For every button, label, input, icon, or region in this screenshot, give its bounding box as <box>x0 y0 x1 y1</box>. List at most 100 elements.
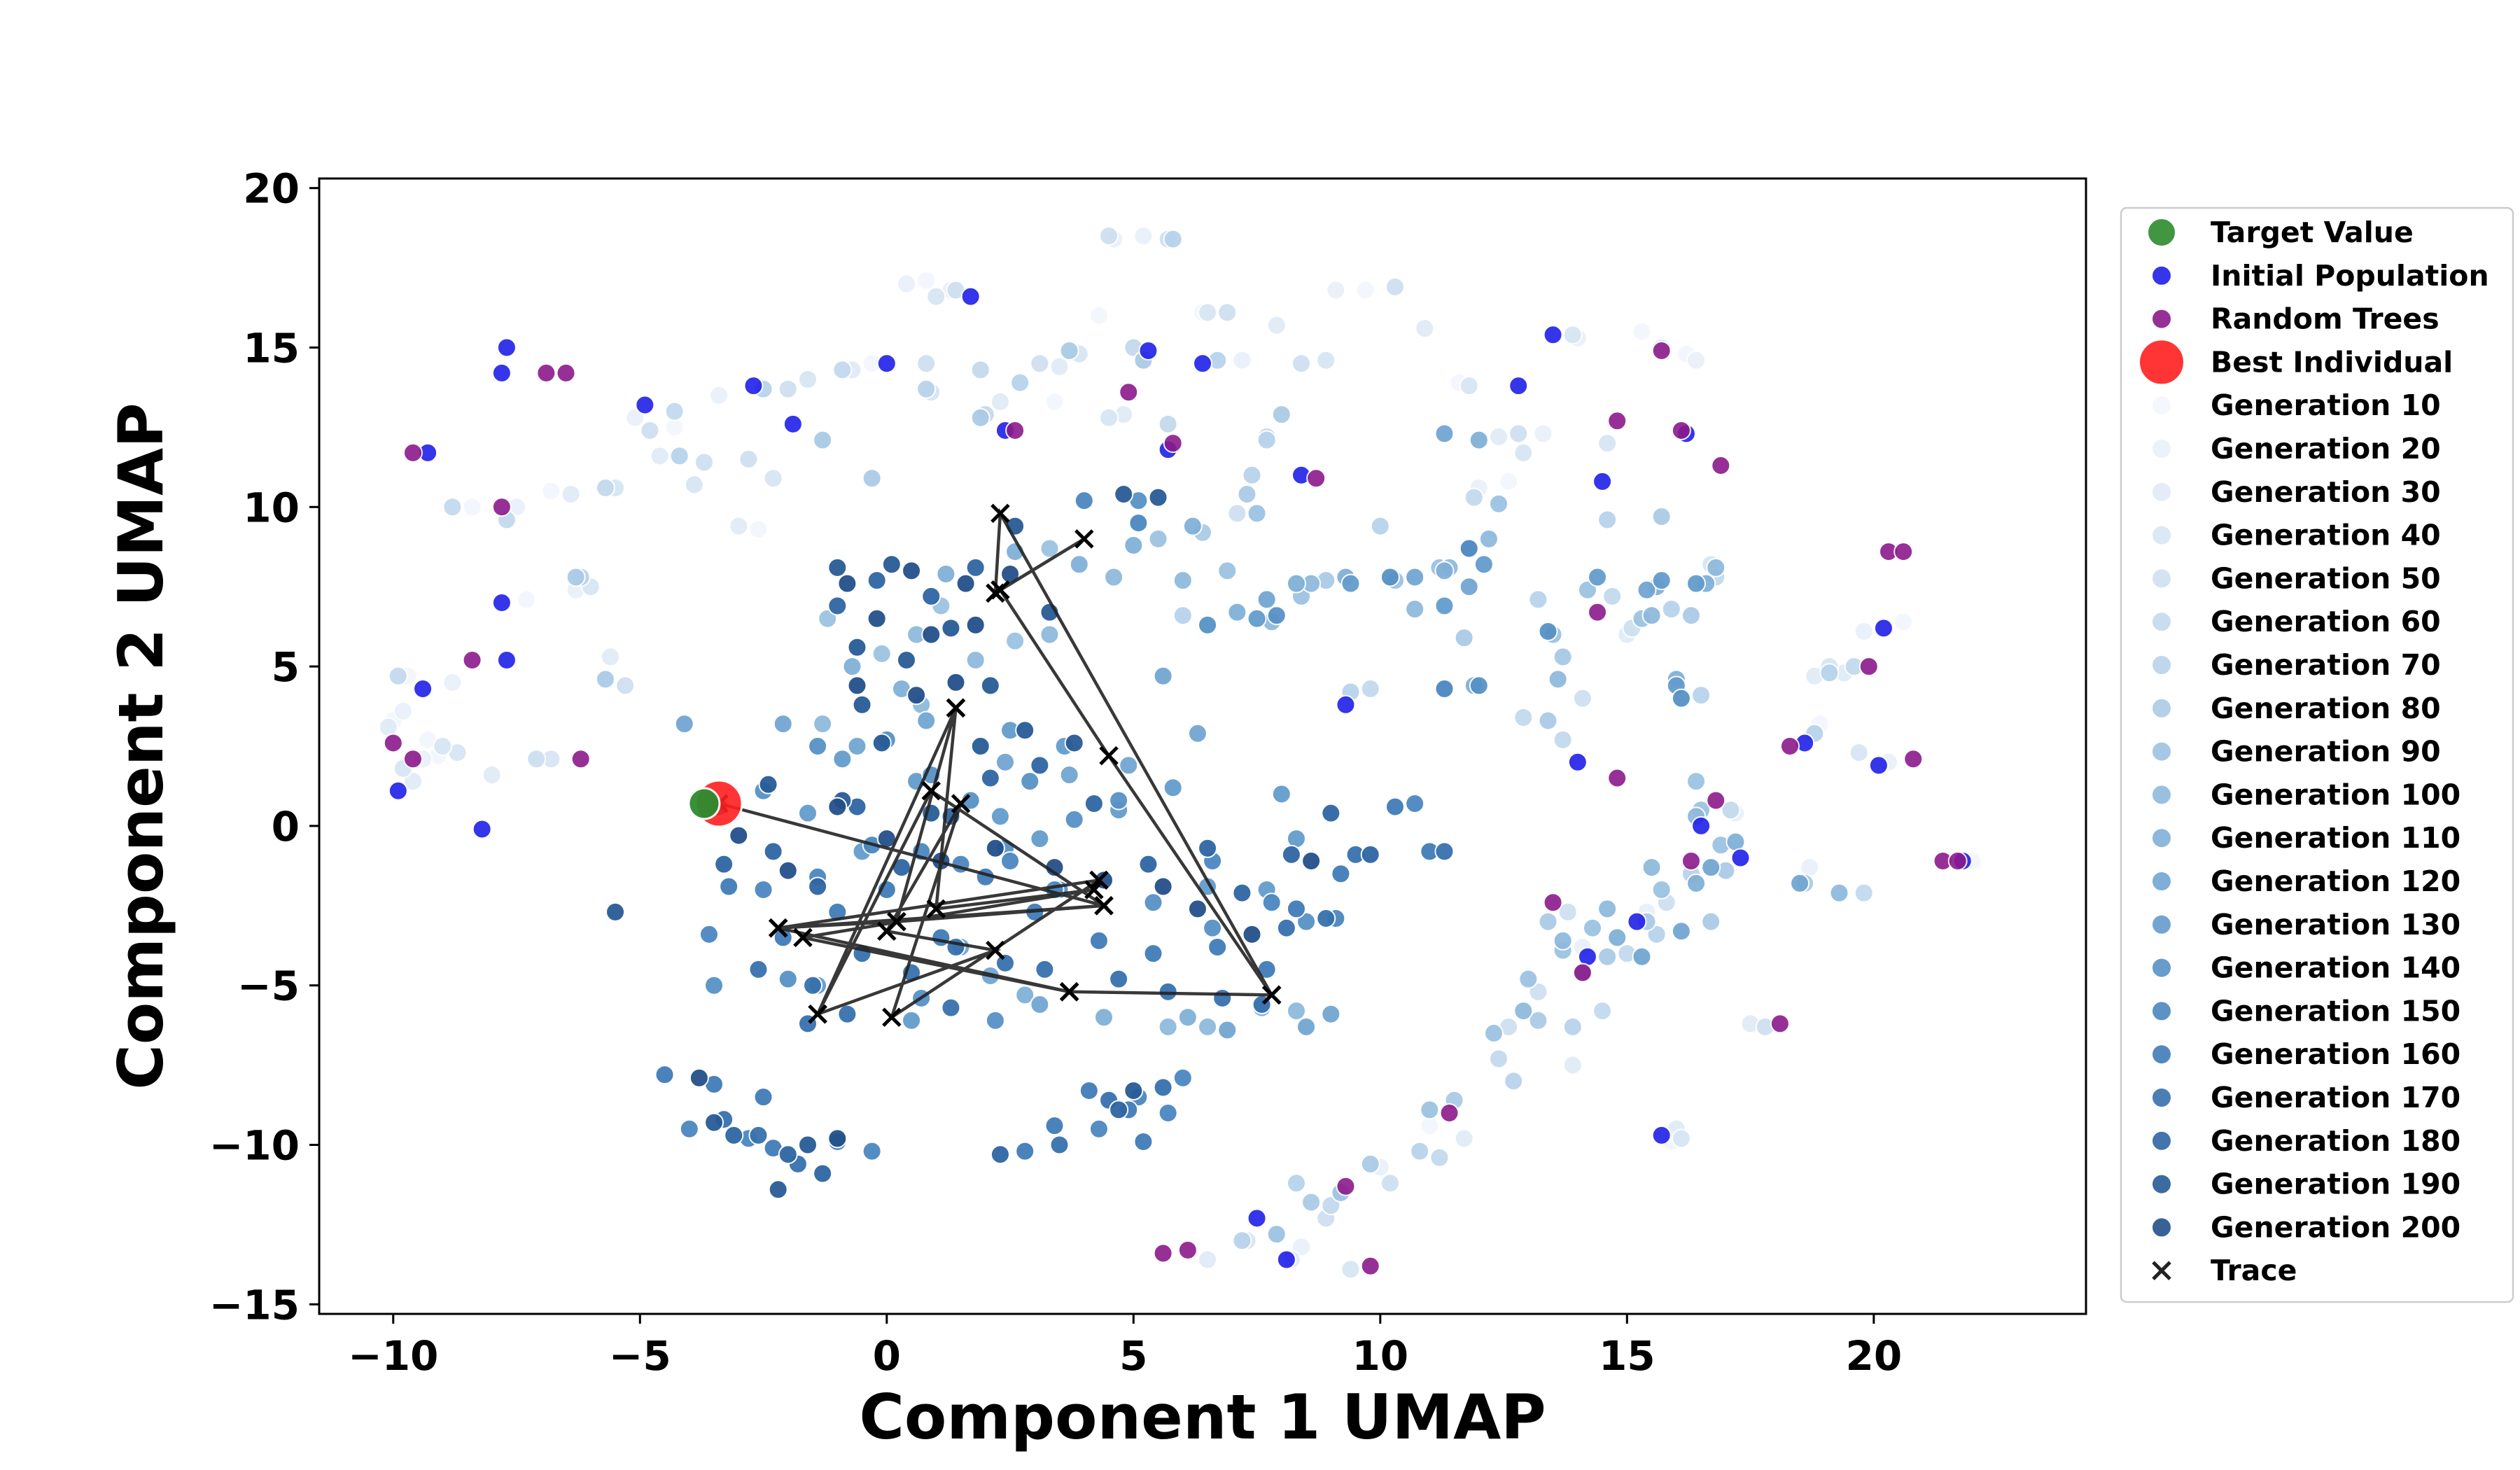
data-point <box>1044 391 1065 412</box>
data-point <box>1271 405 1292 425</box>
data-point <box>724 1125 744 1145</box>
data-point <box>808 876 828 897</box>
data-point <box>640 420 660 440</box>
initial-population-point <box>472 819 492 839</box>
initial-population-point <box>1627 911 1647 932</box>
data-point <box>1104 567 1124 587</box>
data-point <box>1040 624 1060 645</box>
legend-marker <box>2147 218 2176 247</box>
data-point <box>1572 688 1592 708</box>
legend-marker <box>2151 481 2172 503</box>
data-point <box>1301 1192 1322 1212</box>
data-point <box>1286 1001 1306 1021</box>
initial-population-point <box>1247 1208 1267 1228</box>
data-point <box>1380 567 1400 587</box>
y-axis-label: Component 2 UMAP <box>105 402 177 1089</box>
data-point <box>847 676 867 696</box>
random-tree-point <box>1706 790 1726 811</box>
data-point <box>1296 1016 1317 1037</box>
data-point <box>813 1163 833 1184</box>
y-tick-label: 10 <box>243 484 300 531</box>
legend-marker <box>2151 1000 2172 1022</box>
data-point <box>926 286 946 307</box>
data-point <box>393 701 413 721</box>
data-point <box>1153 1077 1173 1098</box>
legend-label: Generation 30 <box>2211 475 2441 509</box>
data-point <box>689 1068 709 1088</box>
data-point <box>985 1010 1005 1030</box>
trace-marker <box>1261 985 1282 1005</box>
legend-label: Generation 130 <box>2211 908 2460 941</box>
data-point <box>827 797 848 817</box>
data-point <box>1518 969 1539 989</box>
data-point <box>1360 1154 1380 1174</box>
random-tree-point <box>1119 382 1139 402</box>
data-point <box>837 573 858 594</box>
data-point <box>1321 803 1341 823</box>
data-point <box>803 975 823 995</box>
data-point <box>1069 554 1089 575</box>
data-point <box>1182 516 1203 536</box>
random-tree-point <box>570 749 591 769</box>
data-point <box>1434 424 1455 444</box>
data-point <box>462 497 482 517</box>
data-point <box>1212 988 1233 1008</box>
legend-marker <box>2151 1130 2172 1152</box>
data-point <box>1360 678 1380 699</box>
data-point <box>1854 621 1874 641</box>
data-point <box>1163 229 1183 249</box>
initial-population-point <box>960 286 981 307</box>
data-point <box>1632 946 1652 967</box>
data-point <box>1203 918 1223 938</box>
data-point <box>442 672 463 692</box>
data-point <box>1109 969 1129 989</box>
trace-marker <box>887 911 906 932</box>
data-point <box>1528 589 1548 610</box>
data-point <box>1538 621 1558 641</box>
legend-marker <box>2151 1173 2172 1195</box>
data-point <box>1686 771 1707 792</box>
data-point <box>902 1010 922 1030</box>
data-point <box>566 567 586 587</box>
data-point <box>1706 557 1726 578</box>
data-point <box>699 924 719 944</box>
data-point <box>1405 567 1425 587</box>
legend-marker <box>2151 611 2172 633</box>
data-point <box>1217 1020 1238 1040</box>
legend-label: Random Trees <box>2211 302 2440 336</box>
data-point <box>1562 1055 1583 1075</box>
data-point <box>679 1119 699 1139</box>
data-point <box>1074 491 1094 511</box>
data-point <box>1227 602 1247 622</box>
data-point <box>1434 596 1455 616</box>
data-point <box>1478 528 1499 549</box>
data-point <box>1088 930 1109 951</box>
legend-label: Trace <box>2211 1254 2297 1287</box>
trace-marker <box>1059 982 1079 1002</box>
legend-marker <box>2151 957 2172 979</box>
legend-marker <box>2151 871 2172 892</box>
data-point <box>921 624 941 645</box>
legend-label: Best Individual <box>2211 345 2453 379</box>
data-point <box>1533 424 1553 444</box>
random-tree-point <box>1177 1240 1198 1260</box>
random-tree-point <box>402 442 423 463</box>
data-point <box>990 806 1010 827</box>
x-tick-label: −10 <box>348 1332 438 1380</box>
data-point <box>1088 305 1109 326</box>
legend-marker <box>2138 339 2185 386</box>
data-point <box>1651 570 1672 591</box>
data-point <box>753 1087 774 1107</box>
data-point <box>768 1180 788 1200</box>
data-point <box>797 1135 818 1155</box>
random-tree-point <box>1651 341 1672 361</box>
data-point <box>1829 883 1849 903</box>
data-point <box>1553 729 1573 750</box>
legend-label: Generation 100 <box>2211 778 2460 811</box>
data-point <box>1084 794 1104 814</box>
data-point <box>980 768 1000 788</box>
initial-population-point <box>496 650 517 670</box>
data-point <box>1187 899 1208 919</box>
data-point <box>1030 755 1050 776</box>
data-point <box>1232 350 1252 370</box>
